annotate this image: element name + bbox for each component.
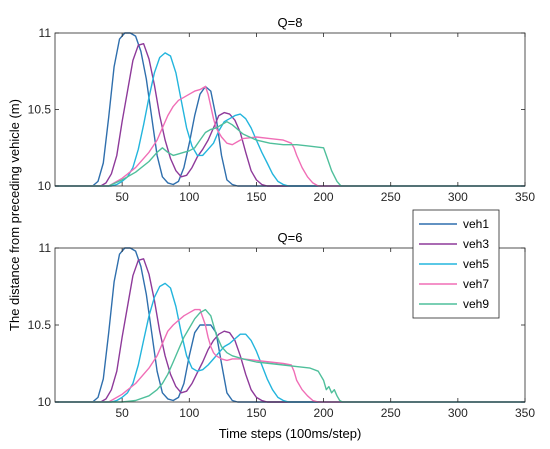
- y-tick-label: 10.5: [28, 318, 52, 332]
- legend-label-veh1: veh1: [463, 217, 489, 231]
- series-line-veh7: [55, 308, 525, 403]
- chart-title: Q=8: [278, 15, 303, 30]
- legend-label-veh7: veh7: [463, 277, 489, 291]
- x-tick-label: 150: [246, 190, 266, 204]
- x-tick-label: 50: [115, 190, 129, 204]
- chart-title: Q=6: [278, 230, 303, 245]
- plot-area: [55, 33, 525, 186]
- series-line-veh7: [55, 85, 525, 187]
- y-tick-label: 11: [39, 26, 52, 40]
- series-line-veh9: [55, 308, 525, 403]
- x-tick-label: 100: [179, 190, 199, 204]
- series-line-veh5: [55, 282, 525, 403]
- series-line-veh9: [55, 120, 525, 187]
- y-tick-label: 10: [38, 179, 52, 193]
- x-tick-label: 250: [381, 406, 401, 420]
- legend-label-veh5: veh5: [463, 257, 489, 271]
- x-tick-label: 200: [314, 190, 334, 204]
- x-tick-label: 350: [515, 406, 535, 420]
- x-tick-label: 300: [448, 190, 468, 204]
- x-tick-label: 250: [381, 190, 401, 204]
- series-line-veh3: [55, 43, 525, 187]
- legend-label-veh3: veh3: [463, 237, 489, 251]
- y-tick-label: 10: [38, 395, 52, 409]
- x-tick-label: 150: [246, 406, 266, 420]
- y-axis-label: The distance from preceding vehicle (m): [7, 99, 22, 331]
- chart-panel-1: 50 100 150 200 250 300 350 10 10.5 11 Q=8: [28, 15, 536, 204]
- series-line-veh1: [55, 247, 525, 403]
- legend: veh1 veh3 veh5 veh7 veh9: [412, 209, 500, 319]
- x-tick-label: 200: [314, 406, 334, 420]
- legend-label-veh9: veh9: [463, 297, 489, 311]
- y-tick-label: 11: [39, 241, 52, 255]
- x-tick-label: 50: [115, 406, 129, 420]
- series-line-veh5: [55, 52, 525, 187]
- x-tick-label: 350: [515, 190, 535, 204]
- x-axis-label: Time steps (100ms/step): [219, 426, 362, 441]
- x-tick-label: 300: [448, 406, 468, 420]
- y-tick-label: 10.5: [28, 103, 52, 117]
- series-line-veh1: [55, 32, 525, 187]
- x-tick-label: 100: [179, 406, 199, 420]
- series-line-veh3: [55, 258, 525, 403]
